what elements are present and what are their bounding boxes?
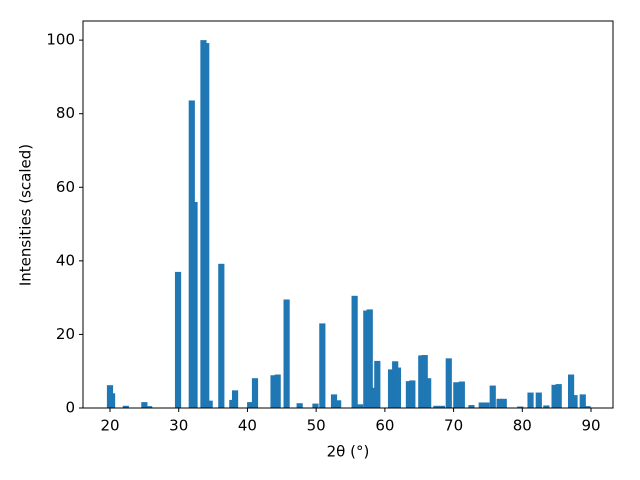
y-axis-label: Intensities (scaled): [17, 144, 35, 286]
bar: [351, 295, 358, 408]
bar: [274, 374, 281, 408]
bar: [551, 384, 558, 408]
x-tick-label: 70: [444, 417, 463, 435]
bar: [319, 323, 326, 408]
bar: [270, 375, 277, 408]
bar: [146, 406, 153, 408]
bar: [206, 400, 213, 408]
x-tick-label: 50: [307, 417, 326, 435]
bar: [535, 392, 542, 408]
x-tick-label: 90: [581, 417, 600, 435]
bar: [283, 299, 290, 408]
x-tick-label: 40: [238, 417, 257, 435]
bar: [555, 384, 562, 408]
bar: [191, 201, 198, 408]
bar: [369, 387, 376, 408]
bar: [579, 394, 586, 408]
y-tick-label: 0: [65, 399, 75, 417]
bar: [425, 378, 432, 408]
bar: [405, 381, 413, 408]
bar: [409, 380, 416, 408]
bar: [122, 405, 129, 408]
y-tick-label: 20: [56, 325, 75, 343]
bar: [296, 403, 303, 408]
bar: [496, 398, 503, 408]
bar: [567, 374, 575, 408]
plot-frame: [82, 20, 614, 409]
x-tick-label: 80: [513, 417, 532, 435]
y-tick-label: 60: [56, 178, 75, 196]
bar: [174, 271, 182, 408]
bar: [394, 367, 402, 408]
bar: [387, 369, 395, 408]
x-tick-label: 60: [375, 417, 394, 435]
bar: [141, 402, 148, 408]
bar: [433, 405, 440, 408]
bar: [330, 394, 338, 408]
bar: [231, 390, 239, 408]
bar: [458, 381, 465, 408]
bar: [312, 403, 319, 408]
bar: [251, 378, 259, 408]
bar: [418, 355, 425, 408]
bar: [363, 310, 370, 408]
bar: [527, 392, 534, 408]
bar: [108, 393, 116, 408]
bar: [203, 43, 210, 409]
bar: [489, 385, 496, 408]
bar: [571, 395, 578, 408]
bar: [500, 398, 507, 408]
x-tick-label: 30: [169, 417, 188, 435]
y-tick-label: 40: [56, 251, 75, 269]
bar: [421, 355, 428, 408]
bar: [445, 358, 452, 408]
bar: [335, 400, 342, 408]
bar: [483, 402, 490, 408]
y-tick-label: 80: [56, 104, 75, 122]
bar: [366, 309, 373, 408]
bar: [218, 263, 225, 408]
bar: [468, 405, 475, 408]
bar: [584, 406, 591, 408]
x-tick-label: 20: [100, 417, 119, 435]
bar: [543, 405, 550, 408]
bar: [517, 406, 524, 408]
x-axis-label: 2θ (°): [327, 443, 370, 461]
bar: [357, 404, 364, 408]
bar: [374, 360, 381, 408]
y-tick-label: 100: [46, 31, 75, 49]
bar: [453, 382, 460, 408]
bar: [478, 402, 485, 408]
bar: [438, 405, 445, 408]
bar: [247, 402, 254, 408]
